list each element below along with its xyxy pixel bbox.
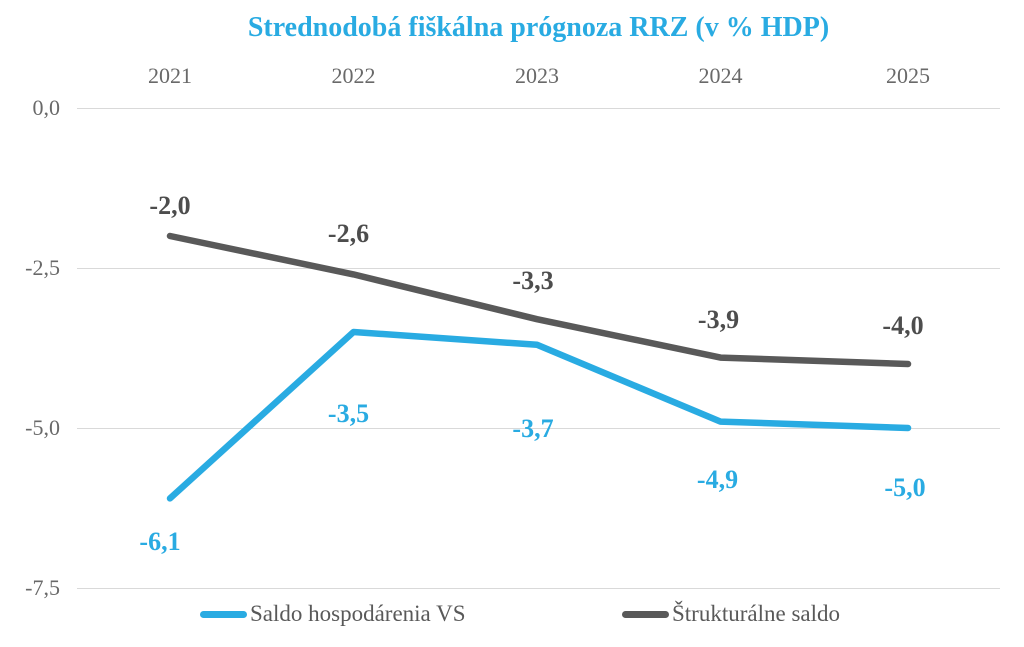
plot-area: -6,1 -3,5 -3,7 -4,9 -5,0 -2,0 -2,6 -3,3 -3,9 -4,0 [77, 108, 1000, 608]
x-tick-label: 2023 [515, 63, 559, 88]
gridline [77, 268, 1000, 269]
series-lines [166, 232, 912, 502]
y-tick-label: 0,0 [32, 95, 61, 120]
x-axis: 2021 2022 2023 2024 2025 [0, 60, 1024, 92]
series-line-1 [166, 232, 912, 368]
x-tick-label: 2025 [886, 63, 930, 88]
data-label: -2,0 [149, 191, 191, 220]
data-label: -2,6 [327, 219, 370, 249]
chart-title: Strednodobá fiškálna prógnoza RRZ (v % H… [247, 12, 830, 43]
series-line-0 [166, 328, 912, 502]
data-label: -3,5 [327, 399, 370, 428]
y-axis: 0,0 -2,5 -5,0 -7,5 [0, 95, 60, 608]
data-label: -3,9 [697, 304, 740, 334]
y-tick-label: -7,5 [25, 575, 60, 600]
data-label: -3,3 [512, 266, 554, 296]
gridline [77, 588, 1000, 589]
data-label: -6,1 [139, 527, 181, 557]
legend-item-saldo-hospodarenia: Saldo hospodárenia VS [200, 597, 466, 631]
data-label: -4,9 [696, 464, 739, 494]
legend-label-strukturalne-saldo: Štrukturálne saldo [672, 601, 840, 626]
legend-swatch-gray-line-icon [622, 610, 669, 618]
data-label: -5,0 [884, 473, 926, 502]
x-tick-label: 2024 [698, 63, 743, 88]
data-label: -3,7 [512, 413, 554, 443]
legend-label-saldo-hospodarenia: Saldo hospodárenia VS [250, 601, 466, 626]
y-tick-label: -5,0 [25, 415, 60, 440]
gridline [77, 108, 1000, 109]
x-tick-label: 2021 [148, 63, 192, 88]
y-tick-label: -2,5 [25, 255, 60, 280]
legend-item-strukturalne-saldo: Štrukturálne saldo [622, 597, 840, 631]
data-label: -4,0 [882, 311, 924, 340]
x-tick-label: 2022 [331, 63, 376, 88]
legend-swatch-blue-line-icon [200, 610, 247, 618]
gridline [77, 428, 1000, 429]
